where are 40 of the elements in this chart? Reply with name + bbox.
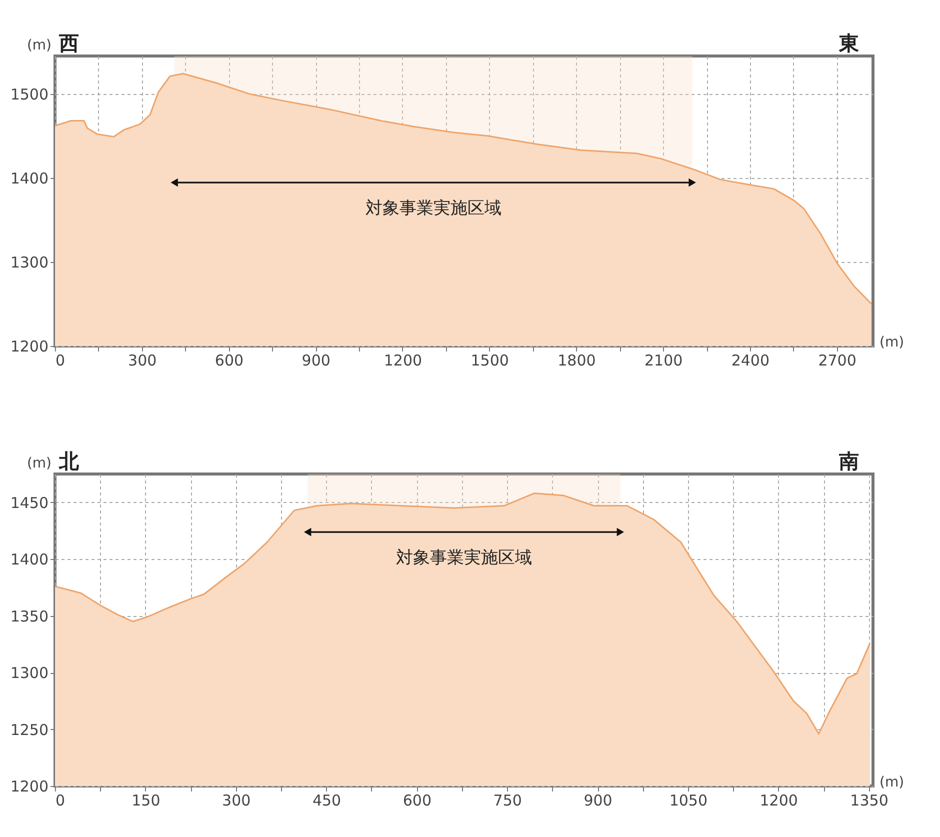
y-tick-label: 1400 [10, 550, 48, 569]
x-tick-label: 900 [302, 352, 330, 370]
y-tick-label: 1500 [10, 85, 48, 104]
x-tick-label: 600 [214, 352, 244, 370]
x-tick-label: 300 [222, 792, 251, 810]
x-tick-label: 150 [132, 792, 160, 810]
text: 南 [838, 449, 859, 473]
x-tick-label: 1200 [384, 352, 422, 370]
text: 北 [58, 449, 80, 473]
x-tick-label: 300 [128, 352, 157, 370]
y-tick-label: 1250 [10, 720, 48, 739]
y-tick-label: 1200 [10, 778, 48, 796]
x-tick-label: 1050 [669, 792, 708, 810]
y-tick-label: 1200 [10, 338, 48, 356]
x-tick-label: 0 [56, 352, 66, 370]
x-tick-label: 2700 [818, 352, 856, 370]
text: 西 [58, 31, 79, 55]
text: 東 [838, 31, 859, 55]
x-tick-label: 1500 [470, 352, 509, 370]
x-tick-label: 1800 [558, 352, 596, 370]
x-tick-label: 1200 [760, 792, 798, 810]
x-axis-title: (m) [880, 774, 904, 790]
y-axis-title: (m) [26, 456, 52, 472]
band-label: 対象事業実施区域 [365, 198, 502, 219]
y-tick-label: 1450 [10, 494, 48, 512]
x-axis-title: (m) [880, 334, 904, 350]
x-tick-label: 750 [493, 792, 522, 810]
y-tick-label: 1350 [10, 607, 48, 626]
x-tick-label: 0 [56, 792, 66, 810]
x-tick-label: 2400 [731, 352, 770, 370]
x-tick-label: 450 [312, 792, 342, 810]
y-tick-label: 1400 [10, 169, 48, 188]
x-tick-label: 600 [402, 792, 432, 810]
x-tick-label: 900 [584, 792, 612, 810]
x-tick-label: 1350 [850, 792, 888, 810]
y-tick-label: 1300 [10, 664, 48, 682]
band-label: 対象事業実施区域 [396, 548, 532, 568]
y-axis-title: (m) [26, 38, 52, 54]
y-tick-label: 1300 [10, 253, 48, 272]
x-tick-label: 2100 [644, 352, 683, 370]
